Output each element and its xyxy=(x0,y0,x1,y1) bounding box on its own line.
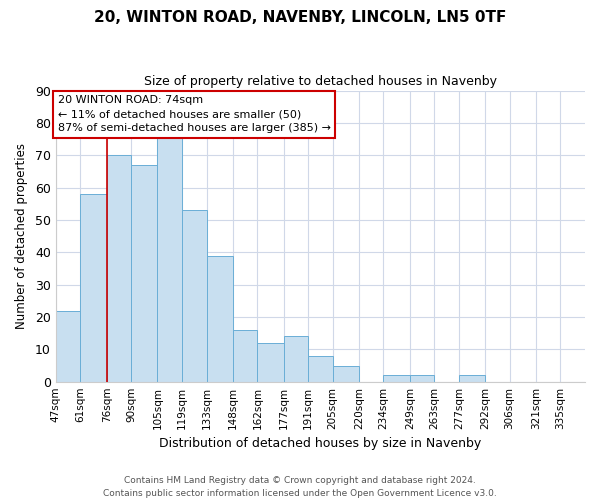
Bar xyxy=(182,210,206,382)
Bar xyxy=(233,330,257,382)
Text: 20, WINTON ROAD, NAVENBY, LINCOLN, LN5 0TF: 20, WINTON ROAD, NAVENBY, LINCOLN, LN5 0… xyxy=(94,10,506,25)
Bar xyxy=(56,310,80,382)
Title: Size of property relative to detached houses in Navenby: Size of property relative to detached ho… xyxy=(144,75,497,88)
X-axis label: Distribution of detached houses by size in Navenby: Distribution of detached houses by size … xyxy=(159,437,482,450)
Bar xyxy=(383,375,410,382)
Bar xyxy=(410,375,434,382)
Bar xyxy=(157,136,182,382)
Bar xyxy=(308,356,332,382)
Bar xyxy=(332,366,359,382)
Bar xyxy=(257,343,284,382)
Bar xyxy=(80,194,107,382)
Text: Contains HM Land Registry data © Crown copyright and database right 2024.
Contai: Contains HM Land Registry data © Crown c… xyxy=(103,476,497,498)
Y-axis label: Number of detached properties: Number of detached properties xyxy=(15,143,28,329)
Bar xyxy=(107,155,131,382)
Bar xyxy=(459,375,485,382)
Bar xyxy=(206,256,233,382)
Bar xyxy=(131,165,157,382)
Bar xyxy=(284,336,308,382)
Text: 20 WINTON ROAD: 74sqm
← 11% of detached houses are smaller (50)
87% of semi-deta: 20 WINTON ROAD: 74sqm ← 11% of detached … xyxy=(58,96,331,134)
